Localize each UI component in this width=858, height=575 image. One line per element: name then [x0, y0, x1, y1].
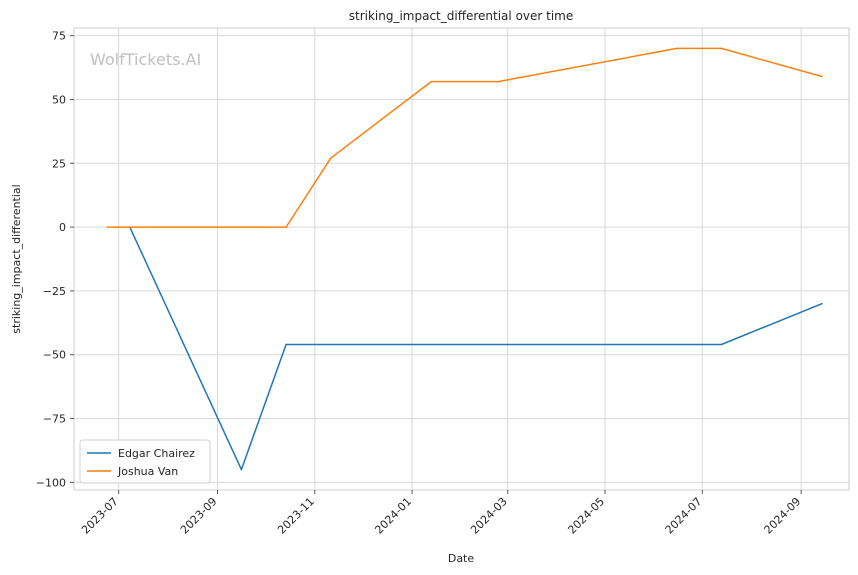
- y-tick-label: −25: [43, 285, 66, 298]
- x-tick-labels: 2023-07 2023-09 2023-11 2024-01 2024-03 2024-…: [79, 490, 803, 537]
- series-line-1: [107, 47, 823, 228]
- y-tick-labels: 75 50 25 0 −25 −50 −75 −100: [36, 30, 74, 489]
- legend-box: [79, 439, 211, 484]
- series-point: [329, 157, 332, 159]
- y-axis-label: striking_impact_differential: [10, 184, 23, 333]
- plot-frame: [73, 27, 850, 491]
- x-tick-label: 2024-09: [762, 495, 804, 537]
- series-point: [675, 47, 678, 50]
- x-tick-label: 2024-01: [372, 495, 414, 537]
- series-point: [497, 80, 499, 83]
- y-tick-label: −100: [36, 476, 66, 489]
- series-point: [821, 302, 823, 305]
- series-point: [720, 47, 723, 50]
- y-tick-label: 50: [52, 93, 66, 106]
- x-axis-label: Date: [448, 552, 475, 565]
- y-tick-label: −50: [43, 349, 66, 362]
- series-point: [285, 343, 287, 346]
- chart-title: striking_impact_differential over time: [349, 9, 574, 23]
- x-tick-label: 2023-11: [275, 495, 317, 537]
- series-point: [821, 75, 823, 78]
- series-point: [240, 468, 243, 471]
- watermark-text: WolfTickets.AI: [90, 50, 201, 69]
- series-point: [106, 226, 109, 228]
- legend-label: Joshua Van: [117, 465, 178, 478]
- series-point: [285, 226, 287, 228]
- x-tick-label: 2023-07: [79, 495, 121, 537]
- series-point: [430, 80, 433, 83]
- grid-layer: [74, 28, 849, 490]
- x-tick-label: 2023-09: [178, 495, 220, 537]
- series-point: [720, 343, 723, 346]
- y-tick-label: 75: [52, 30, 66, 43]
- x-tick-label: 2024-05: [565, 495, 607, 537]
- series-layer: [106, 47, 823, 471]
- y-tick-label: 25: [52, 157, 66, 170]
- legend-label: Edgar Chairez: [118, 447, 195, 460]
- y-tick-label: −75: [43, 413, 66, 426]
- legend: Edgar Chairez Joshua Van: [79, 439, 211, 484]
- y-tick-label: 0: [59, 221, 66, 234]
- x-tick-label: 2024-07: [663, 495, 705, 537]
- x-tick-label: 2024-03: [468, 495, 510, 537]
- series-line-0: [129, 226, 823, 471]
